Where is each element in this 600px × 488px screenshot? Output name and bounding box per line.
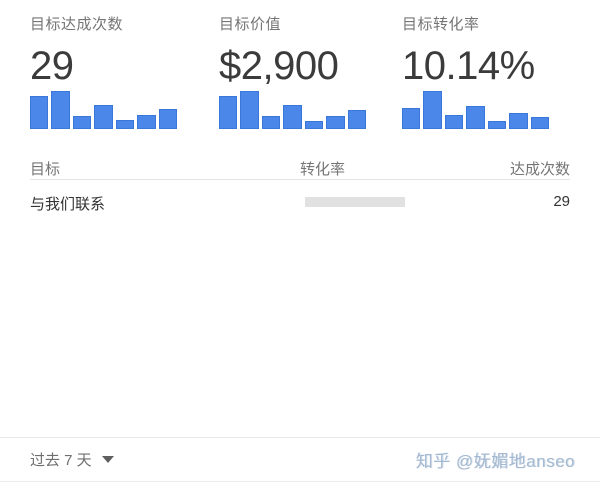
sparkline-bar: [530, 117, 549, 129]
sparkline-bar: [423, 91, 442, 129]
conversion-progress-bar: [305, 197, 405, 207]
metric-value: $2,900: [219, 44, 339, 88]
metric-card-conversion-rate: 目标转化率 10.14%: [402, 17, 549, 130]
table-header-row: 目标 转化率 达成次数: [0, 130, 600, 179]
footer-inner: 过去 7 天 知乎 @妩媚地anseo: [0, 438, 600, 482]
column-header-goal: 目标: [30, 161, 61, 178]
table-header-divider: [30, 179, 570, 180]
goal-name-cell: 与我们联系: [30, 196, 106, 213]
sparkline-goal-value: [219, 91, 366, 129]
goals-table: 目标 转化率 达成次数 与我们联系 29: [0, 130, 600, 224]
metric-label: 目标转化率: [402, 16, 480, 33]
metric-card-goal-completions: 目标达成次数 29: [30, 17, 177, 130]
sparkline-bar: [466, 106, 485, 129]
sparkline-bar: [219, 96, 238, 129]
date-range-dropdown[interactable]: 过去 7 天: [30, 449, 114, 470]
sparkline-bar: [115, 120, 135, 129]
sparkline-bar: [72, 116, 92, 129]
table-row: 与我们联系 29: [0, 180, 600, 224]
sparkline-bar: [326, 116, 345, 129]
chevron-down-icon: [101, 456, 114, 463]
column-header-completions: 达成次数: [509, 161, 570, 178]
sparkline-bar: [487, 121, 507, 129]
sparkline-bar: [347, 110, 366, 129]
completions-cell: 29: [553, 193, 570, 210]
sparkline-bar: [509, 113, 528, 129]
sparkline-bar: [137, 115, 156, 129]
metric-label: 目标达成次数: [30, 16, 124, 33]
date-range-label: 过去 7 天: [30, 452, 92, 469]
zhihu-watermark: 知乎 @妩媚地anseo: [415, 452, 575, 471]
sparkline-conversion-rate: [402, 91, 549, 129]
metric-cards: 目标达成次数 29 目标价值 $2,900 目标转化率 10.14%: [0, 0, 600, 130]
sparkline-bar: [444, 115, 464, 129]
metric-card-goal-value: 目标价值 $2,900: [219, 17, 366, 130]
sparkline-goal-completions: [30, 91, 177, 129]
sparkline-bar: [51, 91, 70, 129]
footer-bar: 过去 7 天 知乎 @妩媚地anseo: [0, 437, 600, 488]
metric-label: 目标价值: [219, 16, 282, 33]
sparkline-bar: [304, 121, 324, 129]
metric-value: 29: [30, 44, 74, 88]
sparkline-bar: [158, 109, 177, 129]
sparkline-bar: [402, 108, 421, 129]
sparkline-bar: [30, 96, 49, 129]
sparkline-bar: [283, 105, 302, 129]
column-header-conversion-rate: 转化率: [300, 161, 346, 178]
sparkline-bar: [261, 116, 281, 129]
sparkline-bar: [240, 91, 259, 129]
sparkline-bar: [94, 105, 113, 129]
metric-value: 10.14%: [402, 44, 535, 88]
